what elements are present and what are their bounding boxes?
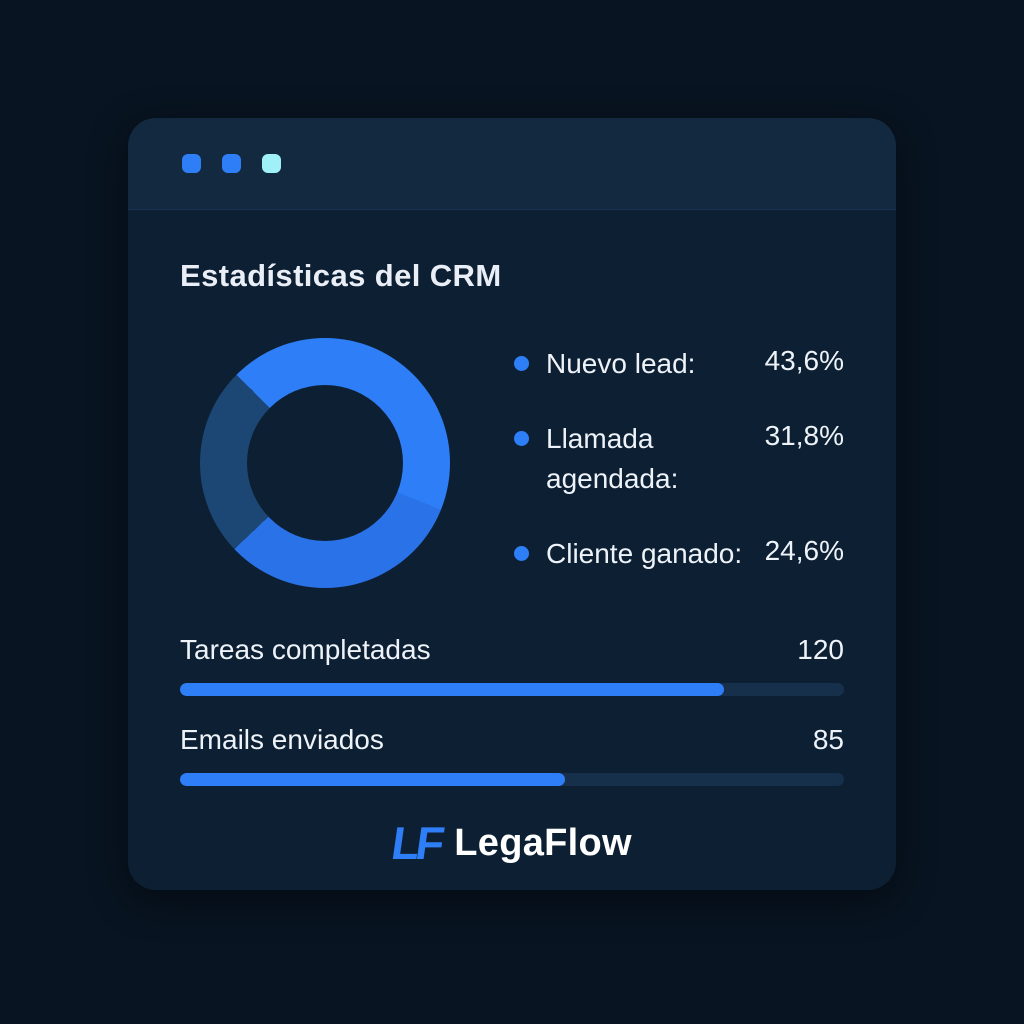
donut-chart — [200, 338, 450, 588]
legend-label: Llamada agendada: — [546, 422, 679, 495]
progress-value: 120 — [797, 634, 844, 665]
card-body: Estadísticas del CRM Nuevo lead: 43,6% L… — [128, 210, 896, 869]
legend-label: Cliente ganado: — [546, 537, 743, 569]
page-title: Estadísticas del CRM — [180, 258, 502, 293]
donut-hole — [247, 385, 403, 541]
progress-label: Emails enviados — [180, 724, 384, 755]
window-titlebar — [128, 118, 896, 210]
legend-bullet-icon — [514, 356, 529, 371]
legend-bullet-icon — [514, 430, 529, 446]
progress-section: Tareas completadas 120 Emails enviados 8… — [180, 634, 844, 786]
progress-fill — [180, 683, 725, 696]
legend-item-llamada-agendada: Llamada agendada: 31,8% — [514, 419, 844, 500]
crm-stats-window: Estadísticas del CRM Nuevo lead: 43,6% L… — [128, 118, 896, 890]
legend-label: Nuevo lead: — [546, 348, 696, 379]
progress-track — [180, 683, 844, 696]
legend-value: 31,8% — [764, 419, 844, 451]
brand-name: LegaFlow — [454, 821, 632, 864]
chart-legend: Nuevo lead: 43,6% Llamada agendada: 31,8… — [514, 338, 844, 588]
progress-fill — [180, 773, 566, 786]
progress-row-emails: Emails enviados 85 — [180, 724, 844, 786]
window-dot-2[interactable] — [222, 154, 241, 173]
legend-item-cliente-ganado: Cliente ganado: 24,6% — [514, 534, 844, 575]
window-dot-1[interactable] — [182, 154, 201, 173]
legend-item-nuevo-lead: Nuevo lead: 43,6% — [514, 344, 844, 385]
brand-footer: LF LegaFlow — [180, 817, 844, 869]
legend-value: 24,6% — [764, 534, 844, 566]
legend-bullet-icon — [514, 545, 529, 561]
progress-value: 85 — [812, 724, 844, 755]
donut-chart-section: Nuevo lead: 43,6% Llamada agendada: 31,8… — [180, 338, 844, 588]
progress-track — [180, 773, 844, 786]
legend-value: 43,6% — [764, 345, 844, 376]
progress-row-tareas: Tareas completadas 120 — [180, 634, 844, 696]
legaflow-logo-icon: LF — [388, 817, 444, 869]
progress-label: Tareas completadas — [180, 634, 431, 665]
window-dot-3[interactable] — [262, 154, 281, 173]
